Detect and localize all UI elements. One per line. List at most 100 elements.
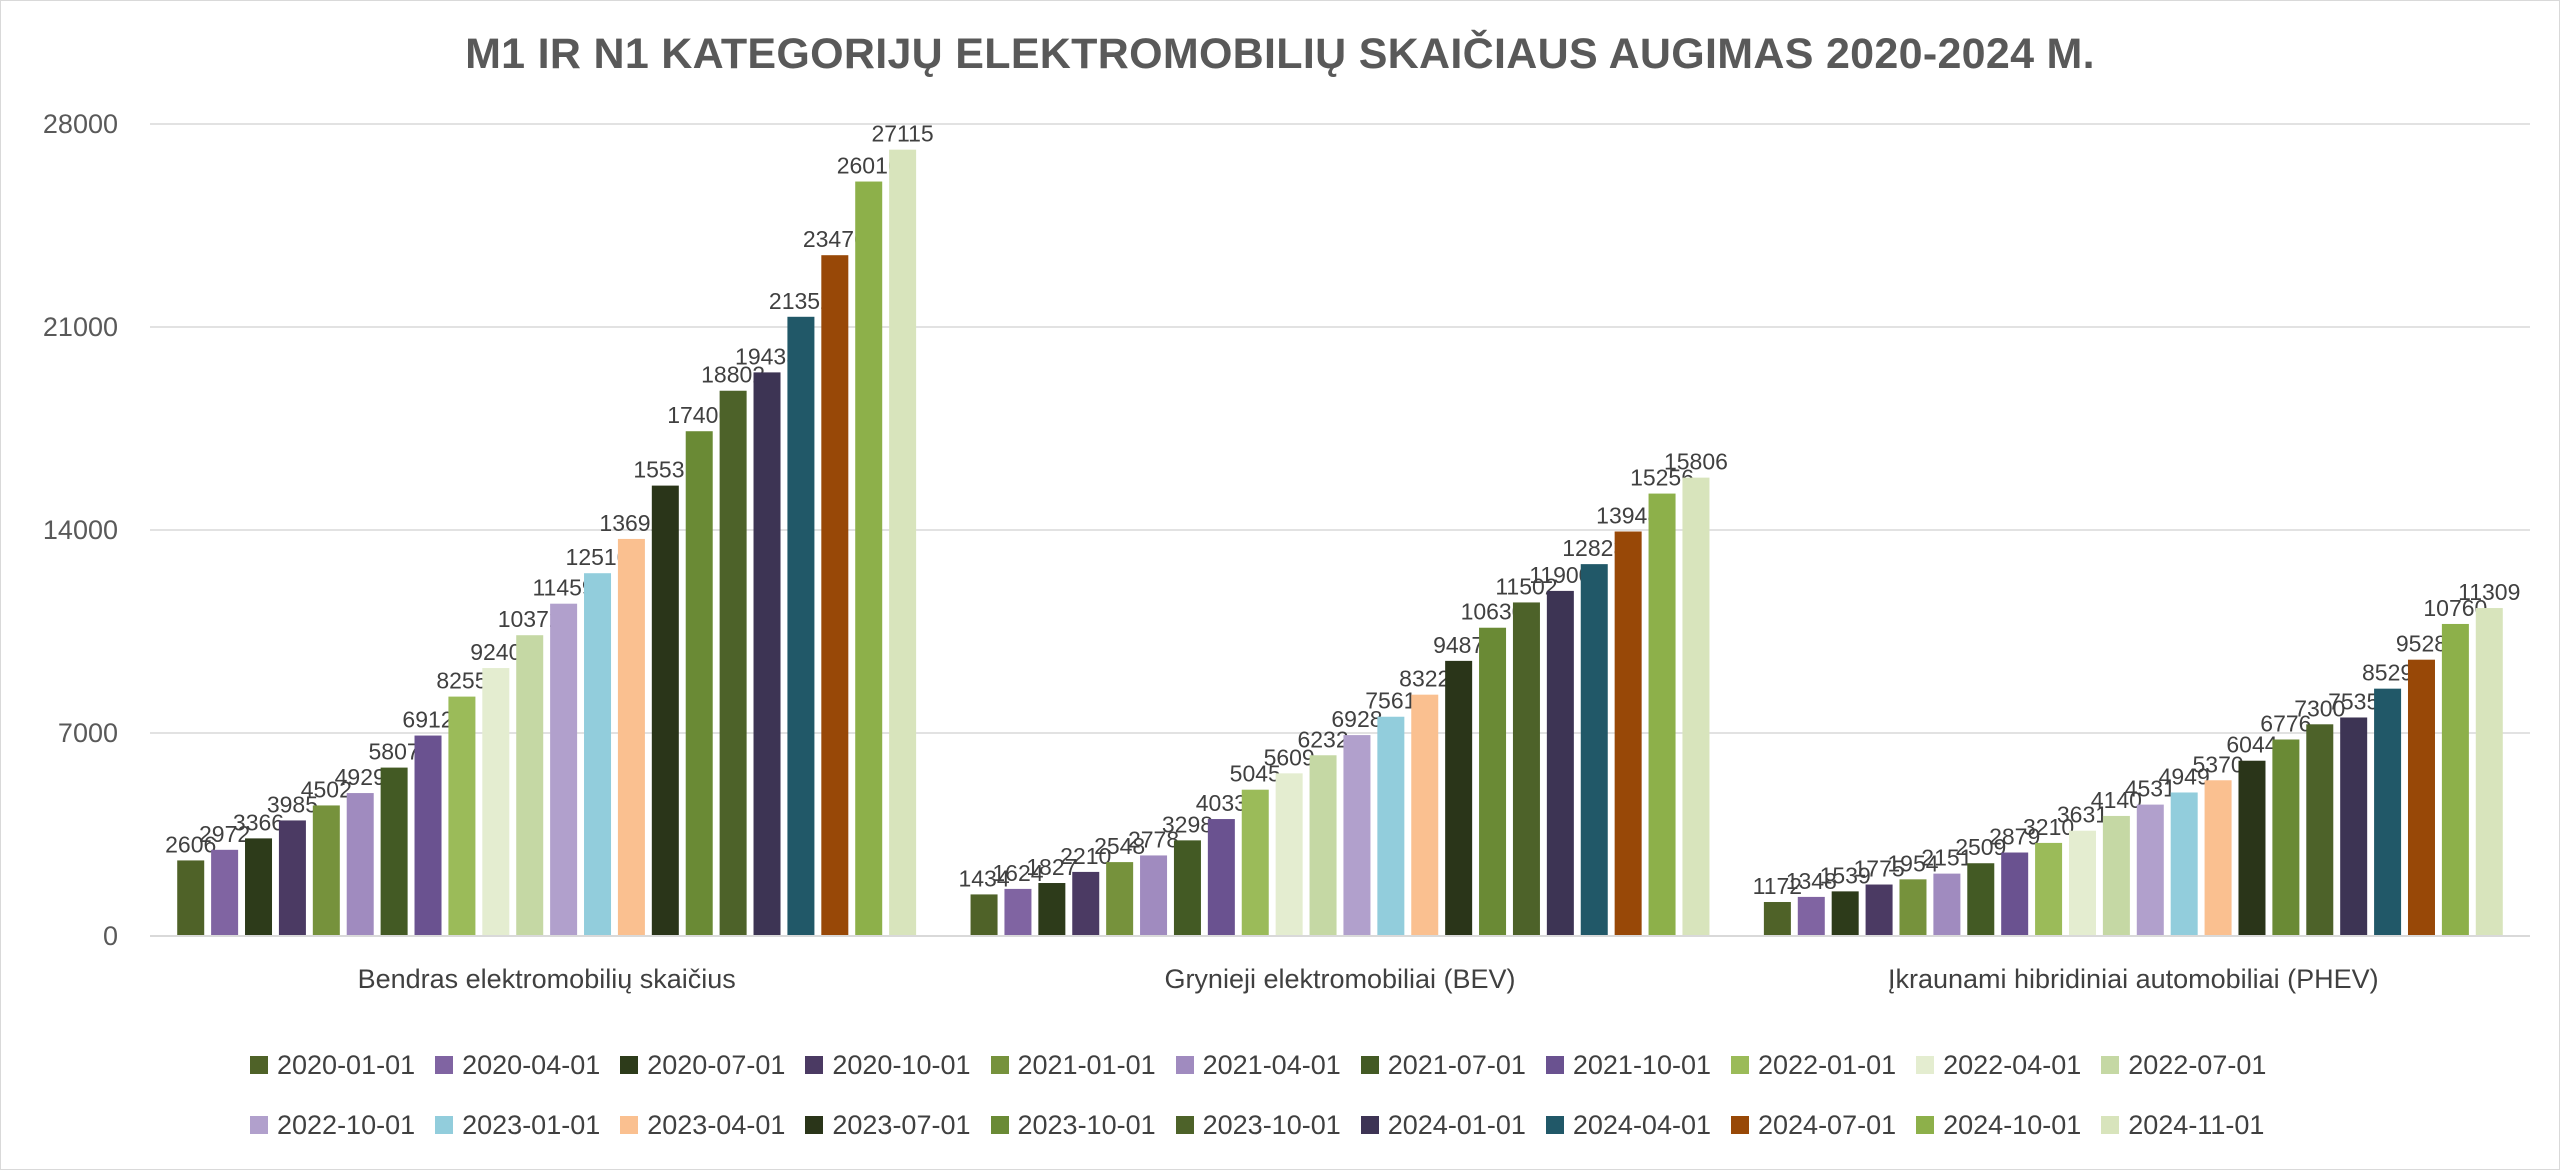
data-label: 3366 — [233, 809, 284, 835]
legend-item: 2023-10-01 — [990, 1109, 1156, 1141]
legend-swatch — [805, 1056, 824, 1074]
data-label: 8529 — [2362, 660, 2413, 686]
data-label: 6776 — [2260, 710, 2311, 736]
data-label: 1172 — [1753, 873, 1802, 899]
data-label: 1954 — [1887, 850, 1938, 876]
legend-item: 2023-01-01 — [435, 1110, 600, 1141]
bar — [787, 316, 815, 936]
bar — [1275, 773, 1303, 936]
bar — [2001, 852, 2029, 936]
bar — [1207, 819, 1235, 936]
legend-row: 2022-10-01 2023-01-01 2023-04-01 2023-07-01… — [250, 1095, 2350, 1155]
data-label: 7561 — [1365, 688, 1416, 714]
bar — [1072, 871, 1100, 936]
legend-label: 2023-04-01 — [647, 1109, 786, 1140]
data-label: 1348 — [1786, 868, 1837, 894]
data-label: 7300 — [2294, 695, 2345, 721]
data-label: 5609 — [1264, 744, 1315, 770]
bar — [245, 838, 273, 936]
legend-label: 2021-07-01 — [1387, 1049, 1526, 1080]
bar — [278, 820, 306, 936]
data-label: 5045 — [1230, 761, 1281, 787]
legend-label: 2022-01-01 — [1758, 1049, 1897, 1080]
category-label: Įkraunami hibridiniai automobiliai (PHEV… — [1888, 964, 2379, 994]
y-tick-label: 0 — [103, 921, 118, 951]
data-label: 2151 — [1921, 845, 1972, 871]
legend-item: 2020-07-01 — [620, 1050, 785, 1081]
bar — [1106, 862, 1134, 936]
legend-item: 2024-01-01 — [1360, 1109, 1526, 1141]
bar — [211, 849, 239, 936]
legend-item: 2021-04-01 — [1175, 1049, 1341, 1081]
data-label: 4929 — [335, 764, 386, 790]
legend-swatch — [1360, 1116, 1379, 1134]
bar — [1580, 564, 1608, 936]
data-label: 6232 — [1297, 726, 1348, 752]
data-label: 11309 — [2458, 579, 2520, 605]
legend-swatch — [250, 1116, 268, 1134]
y-tick-label: 21000 — [43, 312, 118, 342]
legend-label: 2020-01-01 — [277, 1049, 416, 1080]
y-tick-label: 14000 — [43, 515, 118, 545]
legend-label: 2023-10-01 — [1017, 1109, 1156, 1140]
legend-label: 2024-04-01 — [1572, 1109, 1711, 1140]
legend-swatch — [2101, 1116, 2120, 1134]
data-label: 7535 — [2328, 688, 2379, 714]
legend-swatch — [1545, 1056, 1564, 1074]
data-label: 9487 — [1433, 632, 1484, 658]
bar — [1038, 883, 1066, 936]
data-label: 4033 — [1196, 790, 1247, 816]
data-label: 3298 — [1162, 811, 1213, 837]
data-label: 2879 — [1989, 824, 2040, 850]
bar — [2136, 804, 2164, 936]
legend-label: 2022-07-01 — [2128, 1049, 2267, 1080]
legend-label: 2024-11-01 — [2128, 1109, 2265, 1140]
legend-swatch — [1545, 1116, 1564, 1134]
legend-swatch — [1916, 1056, 1935, 1074]
data-label: 2778 — [1128, 826, 1179, 852]
bar — [1899, 879, 1927, 936]
legend: 2020-01-01 2020-04-01 2020-07-01 2020-10-01… — [250, 1035, 2350, 1155]
legend-label: 2022-10-01 — [277, 1109, 416, 1140]
data-label: 15806 — [1664, 449, 1728, 475]
legend-swatch — [435, 1056, 454, 1074]
bar — [414, 735, 442, 936]
bar — [177, 860, 205, 936]
legend-swatch — [1175, 1056, 1194, 1074]
bar — [1546, 590, 1574, 936]
data-label: 1827 — [1026, 854, 1077, 880]
legend-label: 2024-01-01 — [1387, 1109, 1526, 1140]
bar — [1479, 627, 1507, 936]
legend-item: 2024-07-01 — [1731, 1110, 1896, 1141]
legend-item: 2024-04-01 — [1545, 1109, 1711, 1141]
legend-item: 2024-11-01 — [2101, 1110, 2264, 1141]
legend-swatch — [2101, 1056, 2120, 1074]
data-label: 2210 — [1060, 843, 1111, 869]
data-label: 27115 — [871, 121, 933, 147]
legend-row: 2020-01-01 2020-04-01 2020-07-01 2020-10-01… — [250, 1035, 2350, 1095]
data-label: 4140 — [2091, 787, 2142, 813]
legend-swatch — [435, 1116, 454, 1134]
legend-label: 2023-10-01 — [1202, 1109, 1341, 1140]
legend-label: 2021-04-01 — [1202, 1049, 1341, 1080]
bar — [1614, 531, 1642, 936]
chart-title: M1 IR N1 KATEGORIJŲ ELEKTROMOBILIŲ SKAIČ… — [465, 30, 2095, 78]
legend-item: 2024-10-01 — [1916, 1110, 2081, 1141]
bar — [2441, 623, 2469, 936]
bar — [1004, 888, 1032, 936]
legend-swatch — [620, 1116, 639, 1134]
legend-label: 2020-04-01 — [462, 1049, 601, 1080]
legend-swatch — [1731, 1116, 1749, 1134]
bar — [719, 390, 747, 936]
legend-swatch — [1916, 1116, 1935, 1134]
data-label: 4949 — [2159, 763, 2210, 789]
bar — [2340, 717, 2368, 936]
legend-item: 2023-10-01 — [1175, 1109, 1341, 1141]
bar — [2035, 842, 2063, 936]
legend-label: 2020-07-01 — [647, 1049, 786, 1080]
legend-swatch — [990, 1056, 1009, 1074]
data-label: 6912 — [402, 707, 453, 733]
y-tick-label: 28000 — [43, 109, 118, 139]
legend-item: 2020-01-01 — [250, 1050, 415, 1081]
